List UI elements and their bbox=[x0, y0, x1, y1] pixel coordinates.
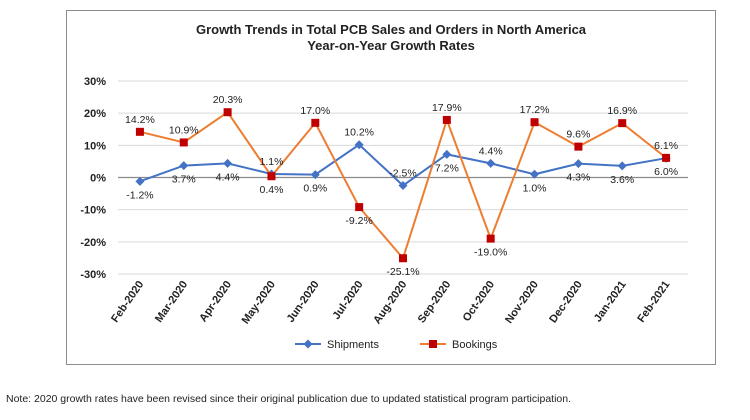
data-label: -19.0% bbox=[474, 247, 507, 259]
y-tick-label: 10% bbox=[84, 140, 106, 152]
data-point bbox=[310, 170, 320, 180]
x-tick-label: Jul-2020 bbox=[331, 279, 366, 322]
data-point bbox=[223, 108, 232, 117]
x-tick-label: Jan-2021 bbox=[592, 279, 629, 324]
chart-frame bbox=[66, 10, 716, 365]
data-label: -1.2% bbox=[126, 189, 153, 201]
x-tick-label: Feb-2020 bbox=[109, 279, 146, 325]
data-label: 0.9% bbox=[303, 183, 327, 195]
x-tick-label: Aug-2020 bbox=[371, 279, 409, 326]
data-label: 3.7% bbox=[172, 174, 196, 186]
data-label: 4.4% bbox=[479, 145, 503, 157]
x-tick-label: Oct-2020 bbox=[461, 279, 497, 324]
legend-label: Bookings bbox=[452, 339, 498, 351]
data-point bbox=[135, 176, 145, 186]
data-point bbox=[442, 149, 452, 159]
y-tick-label: 30% bbox=[84, 76, 106, 88]
data-point bbox=[662, 153, 671, 162]
data-point bbox=[486, 158, 496, 168]
data-label: 10.9% bbox=[169, 124, 199, 136]
data-label: 9.6% bbox=[566, 129, 590, 141]
y-tick-label: 0% bbox=[90, 173, 106, 185]
legend-label: Shipments bbox=[327, 339, 379, 351]
data-point bbox=[355, 203, 364, 212]
x-tick-label: Feb-2021 bbox=[635, 279, 672, 325]
data-point bbox=[574, 142, 583, 151]
data-label: 4.4% bbox=[216, 171, 240, 183]
data-point bbox=[179, 138, 188, 147]
data-label: 1.1% bbox=[259, 156, 283, 168]
data-label: 4.3% bbox=[566, 172, 590, 184]
data-point bbox=[179, 161, 189, 171]
data-label: 7.2% bbox=[435, 162, 459, 174]
data-label: 10.2% bbox=[344, 127, 374, 139]
data-label: -2.5% bbox=[389, 168, 416, 180]
y-tick-label: -30% bbox=[80, 269, 106, 281]
data-point bbox=[530, 118, 539, 127]
data-label: 17.2% bbox=[520, 104, 550, 116]
data-point bbox=[223, 158, 233, 168]
data-point bbox=[311, 118, 320, 127]
y-tick-label: 20% bbox=[84, 108, 106, 120]
data-point bbox=[486, 234, 495, 243]
data-point bbox=[267, 172, 276, 181]
data-label: 17.9% bbox=[432, 102, 462, 114]
y-tick-label: -20% bbox=[80, 237, 106, 249]
data-label: -25.1% bbox=[386, 266, 419, 278]
data-label: 3.6% bbox=[610, 174, 634, 186]
data-label: 6.1% bbox=[654, 140, 678, 152]
chart-subtitle: Year-on-Year Growth Rates bbox=[307, 38, 475, 53]
x-tick-label: Dec-2020 bbox=[547, 279, 585, 325]
x-tick-label: May-2020 bbox=[240, 279, 278, 326]
data-label: 6.0% bbox=[654, 166, 678, 178]
data-label: 1.0% bbox=[523, 182, 547, 194]
data-label: 14.2% bbox=[125, 114, 155, 126]
x-tick-label: Apr-2020 bbox=[197, 279, 234, 324]
data-point bbox=[135, 127, 144, 136]
data-point bbox=[530, 169, 540, 179]
x-tick-label: Mar-2020 bbox=[153, 279, 190, 325]
data-point bbox=[442, 115, 451, 124]
data-point bbox=[618, 119, 627, 128]
data-point bbox=[617, 161, 627, 171]
y-tick-label: -10% bbox=[80, 205, 106, 217]
chart-title: Growth Trends in Total PCB Sales and Ord… bbox=[195, 22, 587, 37]
x-tick-label: Jun-2020 bbox=[285, 279, 322, 325]
legend-marker bbox=[303, 339, 313, 349]
data-point bbox=[398, 181, 408, 191]
legend-marker bbox=[429, 340, 437, 348]
data-point bbox=[573, 159, 583, 169]
data-point bbox=[354, 140, 364, 150]
footnote: Note: 2020 growth rates have been revise… bbox=[6, 393, 572, 405]
data-label: 20.3% bbox=[213, 94, 243, 106]
line-chart: 30%20%10%0%-10%-20%-30%Feb-2020 Mar-2020 A… bbox=[80, 76, 688, 351]
data-label: 0.4% bbox=[259, 184, 283, 196]
data-label: 16.9% bbox=[607, 105, 637, 117]
data-point bbox=[399, 254, 407, 263]
x-tick-label: Sep-2020 bbox=[416, 279, 454, 325]
x-tick-label: Nov-2020 bbox=[503, 279, 541, 326]
data-label: -9.2% bbox=[345, 215, 372, 227]
data-label: 17.0% bbox=[300, 105, 330, 117]
